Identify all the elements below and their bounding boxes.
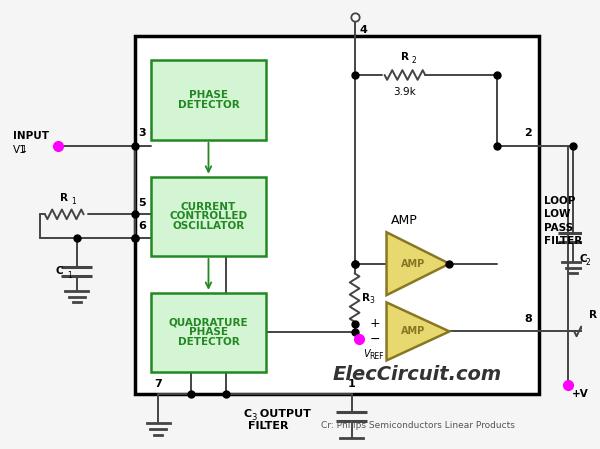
Polygon shape <box>386 232 449 295</box>
Text: 1: 1 <box>67 271 72 280</box>
Text: 3: 3 <box>138 128 145 138</box>
Text: FILTER: FILTER <box>248 421 289 431</box>
Text: AMP: AMP <box>401 326 425 336</box>
Text: 4: 4 <box>359 25 367 35</box>
Text: −: − <box>370 333 380 346</box>
Text: R: R <box>60 193 68 203</box>
Text: LOOP: LOOP <box>544 196 575 206</box>
Text: 3: 3 <box>251 413 256 422</box>
Bar <box>151 293 266 372</box>
Text: C: C <box>579 254 587 264</box>
Text: 2: 2 <box>412 56 416 65</box>
Text: DETECTOR: DETECTOR <box>178 337 239 347</box>
Text: V1: V1 <box>13 145 27 154</box>
Text: CURRENT: CURRENT <box>181 202 236 211</box>
Text: DETECTOR: DETECTOR <box>178 100 239 110</box>
Text: 1: 1 <box>21 145 25 154</box>
Text: Cr: Philips Semiconductors Linear Products: Cr: Philips Semiconductors Linear Produc… <box>320 421 514 430</box>
Text: OSCILLATOR: OSCILLATOR <box>172 221 245 231</box>
Bar <box>135 36 539 394</box>
Text: CONTROLLED: CONTROLLED <box>169 211 248 221</box>
Text: +: + <box>370 317 380 330</box>
Text: R: R <box>589 310 596 320</box>
Text: C: C <box>244 409 251 418</box>
Polygon shape <box>386 302 449 361</box>
Text: PHASE: PHASE <box>189 90 228 100</box>
Text: R: R <box>362 293 370 303</box>
Text: OUTPUT: OUTPUT <box>256 409 311 418</box>
Text: 2: 2 <box>524 128 532 138</box>
Text: AMP: AMP <box>401 259 425 269</box>
Text: V: V <box>364 349 370 359</box>
Bar <box>151 176 266 256</box>
Text: 8: 8 <box>524 314 532 324</box>
Text: LOW: LOW <box>544 209 571 220</box>
Text: 3.9k: 3.9k <box>394 87 416 97</box>
Text: 5: 5 <box>138 198 145 207</box>
Text: REF: REF <box>369 352 383 361</box>
Text: ElecCircuit.com: ElecCircuit.com <box>333 365 502 384</box>
Text: PASS: PASS <box>544 223 574 233</box>
Text: QUADRATURE: QUADRATURE <box>169 318 248 328</box>
Text: 6: 6 <box>138 221 146 231</box>
Text: PHASE: PHASE <box>189 327 228 337</box>
Text: 2: 2 <box>586 258 590 267</box>
Text: R: R <box>401 53 409 62</box>
Text: C: C <box>56 266 63 277</box>
Text: 3: 3 <box>369 296 374 305</box>
Text: AMP: AMP <box>391 214 418 227</box>
Bar <box>151 61 266 140</box>
Text: INPUT: INPUT <box>13 131 49 141</box>
Text: 1: 1 <box>348 379 356 389</box>
Text: 1: 1 <box>71 197 76 206</box>
Text: +V: +V <box>572 389 589 400</box>
Text: FILTER: FILTER <box>544 237 583 247</box>
Text: 7: 7 <box>154 379 162 389</box>
